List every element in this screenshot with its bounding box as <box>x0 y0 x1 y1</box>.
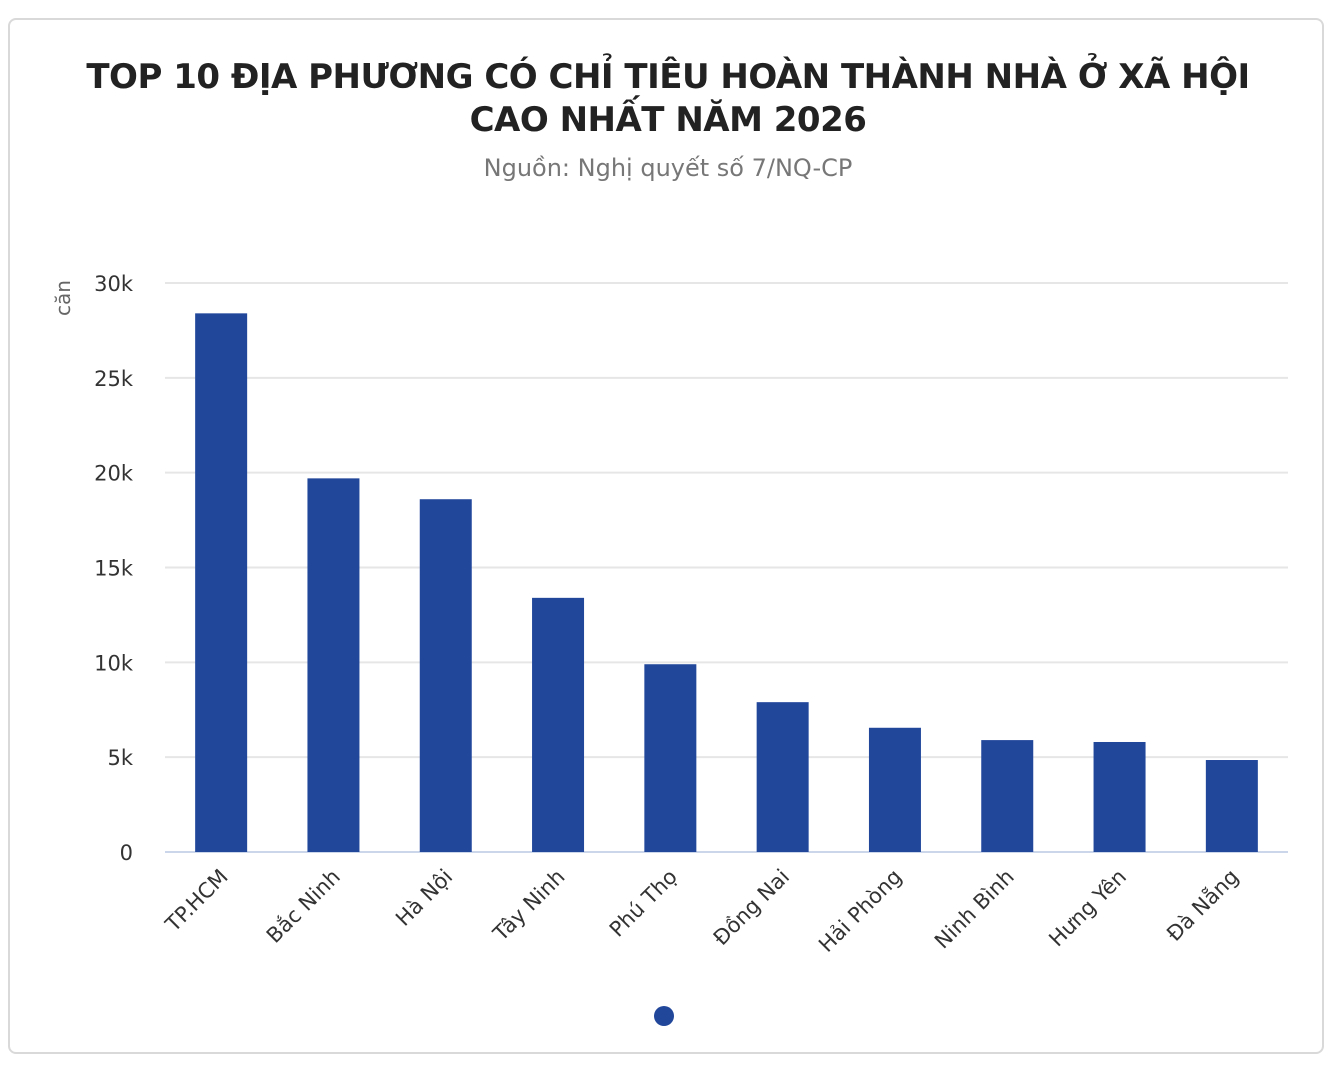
bar[interactable] <box>195 313 248 852</box>
chart-title-line-1: TOP 10 ĐỊA PHƯƠNG CÓ CHỈ TIÊU HOÀN THÀNH… <box>86 57 1250 97</box>
bar[interactable] <box>307 478 360 852</box>
x-tick-label: Hưng Yên <box>1044 865 1131 952</box>
y-tick-label: 10k <box>94 651 134 675</box>
bar[interactable] <box>532 597 585 852</box>
chart-subtitle: Nguồn: Nghị quyết số 7/NQ-CP <box>483 154 853 182</box>
bar[interactable] <box>756 702 809 852</box>
y-tick-label: 20k <box>94 462 134 486</box>
bar[interactable] <box>868 727 921 852</box>
bar[interactable] <box>419 499 472 852</box>
y-axis-ticks: 0 5k 10k 15k 20k 25k 30k <box>94 272 134 865</box>
x-tick-label: Đồng Nai <box>709 865 794 950</box>
bar[interactable] <box>981 740 1034 852</box>
y-tick-label: 5k <box>107 746 133 770</box>
x-axis-labels: TP.HCM Bắc Ninh Hà Nội Tây Ninh Phú Thọ Đồng … <box>160 864 1243 957</box>
y-tick-label: 30k <box>94 272 134 296</box>
x-tick-label: Bắc Ninh <box>262 865 345 948</box>
bar[interactable] <box>1093 741 1146 852</box>
x-tick-label: Đà Nẵng <box>1161 864 1243 946</box>
y-tick-label: 0 <box>120 841 133 865</box>
bar[interactable] <box>1205 760 1258 852</box>
chart-card <box>8 18 1324 1054</box>
y-tick-label: 25k <box>94 367 134 391</box>
x-tick-label: TP.HCM <box>160 865 232 937</box>
x-tick-label: Ninh Bình <box>930 865 1019 954</box>
y-axis-label: căn <box>51 280 75 316</box>
legend-marker[interactable] <box>654 1006 674 1026</box>
x-tick-label: Phú Thọ <box>605 865 682 942</box>
bar[interactable] <box>644 664 697 852</box>
x-tick-label: Tây Ninh <box>488 865 570 947</box>
chart-title: TOP 10 ĐỊA PHƯƠNG CÓ CHỈ TIÊU HOÀN THÀNH… <box>0 56 1336 142</box>
y-tick-label: 15k <box>94 557 134 581</box>
x-tick-label: Hà Nội <box>391 865 457 931</box>
x-tick-label: Hải Phòng <box>814 865 906 957</box>
chart-title-line-2: CAO NHẤT NĂM 2026 <box>469 100 867 140</box>
bars <box>195 313 1258 852</box>
